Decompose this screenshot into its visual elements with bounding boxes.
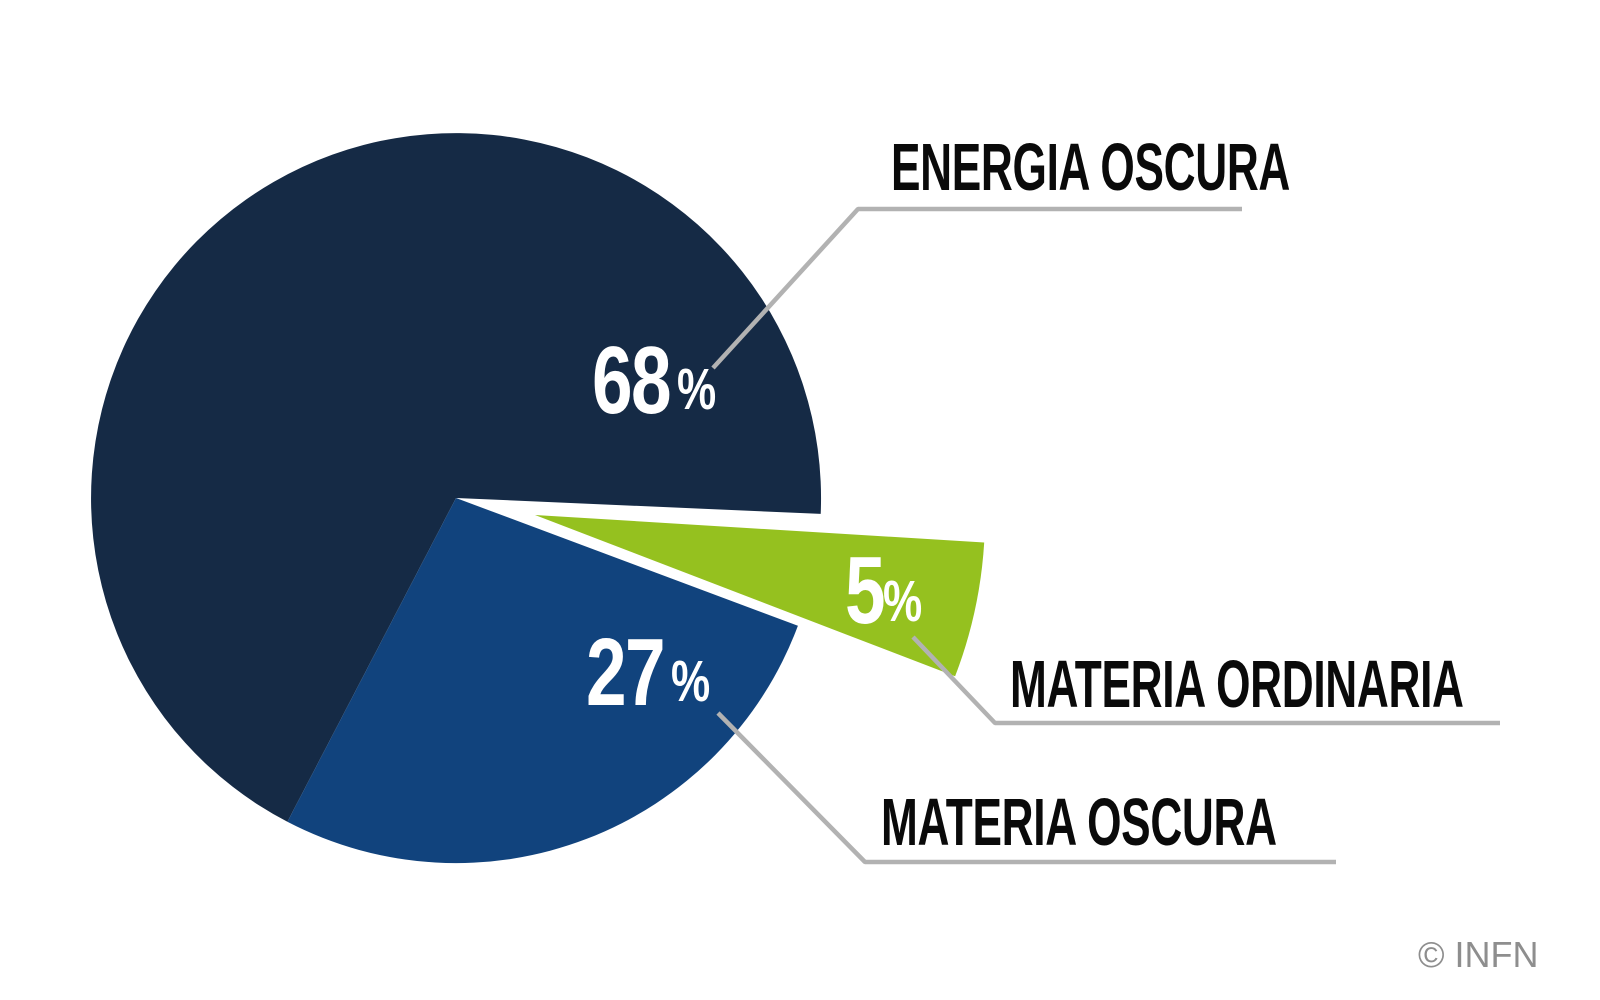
value-energia-oscura: 68 [592, 327, 670, 434]
leader-line-energia-oscura [711, 206, 1242, 370]
credit-text: © INFN [1418, 934, 1539, 975]
pie-slice-energia-oscura [91, 133, 822, 822]
pie-slice-materia-ordinaria-exploded [535, 515, 985, 677]
leader-line-materia-oscura [716, 711, 1336, 865]
value-group-materia-ordinaria: 5 % [845, 537, 922, 644]
percent-sign-materia-ordinaria: % [883, 568, 922, 633]
leader-line-materia-ordinaria [911, 635, 1500, 726]
label-materia-ordinaria: MATERIA ORDINARIA [1010, 648, 1464, 722]
label-energia-oscura: ENERGIA OSCURA [891, 131, 1290, 205]
percent-sign-energia-oscura: % [677, 356, 716, 421]
value-materia-ordinaria: 5 [845, 537, 884, 644]
pie-slice-materia-oscura [287, 498, 798, 864]
value-group-energia-oscura: 68 % [592, 327, 716, 434]
value-group-materia-oscura: 27 % [586, 619, 710, 726]
value-materia-oscura: 27 [586, 619, 664, 726]
label-materia-oscura: MATERIA OSCURA [881, 786, 1277, 860]
percent-sign-materia-oscura: % [671, 648, 710, 713]
